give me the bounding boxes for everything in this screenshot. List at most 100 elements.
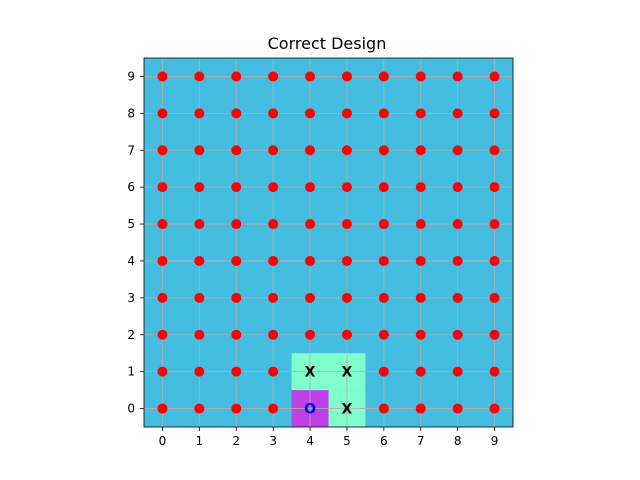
data-point-5-5: [341, 219, 352, 230]
data-point-2-5: [231, 219, 242, 230]
data-point-7-5: [415, 219, 426, 230]
data-point-6-0: [378, 403, 389, 414]
x-tick-label-8: 8: [454, 434, 462, 448]
data-point-2-0: [231, 403, 242, 414]
data-point-3-9: [268, 71, 279, 82]
data-point-1-5: [194, 219, 205, 230]
x-tick-label-9: 9: [491, 434, 499, 448]
y-tick-label-3: 3: [127, 291, 135, 305]
data-point-2-7: [231, 145, 242, 156]
data-point-9-7: [489, 145, 500, 156]
x-tick-label-4: 4: [306, 434, 314, 448]
data-point-2-3: [231, 292, 242, 303]
data-point-8-9: [452, 71, 463, 82]
data-point-7-0: [415, 403, 426, 414]
data-point-6-3: [378, 292, 389, 303]
y-tick-label-5: 5: [127, 217, 135, 231]
plot-frame: [143, 57, 514, 428]
data-point-6-7: [378, 145, 389, 156]
data-point-5-3: [341, 292, 352, 303]
data-point-6-5: [378, 219, 389, 230]
data-point-3-1: [268, 366, 279, 377]
cell-marker-5-0: X: [342, 402, 353, 418]
data-point-8-3: [452, 292, 463, 303]
axis-ticks: 0 1 2 3 4 5 6 7 8 9 0 1 2 3 4 5 6 7 8 9: [127, 69, 498, 448]
data-point-1-2: [194, 329, 205, 340]
data-point-0-0: [157, 403, 168, 414]
x-tick-label-0: 0: [159, 434, 167, 448]
data-point-2-8: [231, 108, 242, 119]
data-point-1-0: [194, 403, 205, 414]
data-point-1-4: [194, 255, 205, 266]
data-point-3-8: [268, 108, 279, 119]
data-point-1-8: [194, 108, 205, 119]
data-point-8-7: [452, 145, 463, 156]
x-tick-label-7: 7: [417, 434, 425, 448]
data-point-5-4: [341, 255, 352, 266]
data-point-3-7: [268, 145, 279, 156]
data-point-5-9: [341, 71, 352, 82]
data-point-6-1: [378, 366, 389, 377]
data-point-5-7: [341, 145, 352, 156]
cell-markers: O X X X: [304, 365, 352, 418]
data-point-1-6: [194, 182, 205, 193]
data-point-9-1: [489, 366, 500, 377]
data-point-2-6: [231, 182, 242, 193]
data-points: [157, 71, 500, 414]
x-tick-label-3: 3: [269, 434, 277, 448]
grid-lines: [144, 58, 513, 427]
data-point-7-3: [415, 292, 426, 303]
cell-marker-4-1: X: [305, 365, 316, 381]
data-point-4-3: [305, 292, 316, 303]
data-point-1-9: [194, 71, 205, 82]
y-tick-label-4: 4: [127, 254, 135, 268]
data-point-5-2: [341, 329, 352, 340]
y-tick-label-9: 9: [127, 69, 135, 83]
data-point-7-2: [415, 329, 426, 340]
data-point-7-9: [415, 71, 426, 82]
data-point-9-8: [489, 108, 500, 119]
data-point-4-2: [305, 329, 316, 340]
data-point-2-1: [231, 366, 242, 377]
data-point-9-3: [489, 292, 500, 303]
data-point-4-8: [305, 108, 316, 119]
data-point-0-2: [157, 329, 168, 340]
data-point-9-9: [489, 71, 500, 82]
chart-title: Correct Design: [268, 34, 387, 53]
data-point-1-3: [194, 292, 205, 303]
y-tick-label-8: 8: [127, 106, 135, 120]
data-point-2-9: [231, 71, 242, 82]
data-point-6-4: [378, 255, 389, 266]
y-tick-label-7: 7: [127, 143, 135, 157]
highlighted-cells: [291, 353, 366, 427]
y-tick-label-2: 2: [127, 328, 135, 342]
data-point-6-9: [378, 71, 389, 82]
data-point-3-0: [268, 403, 279, 414]
cell-marker-4-0: O: [304, 402, 316, 418]
data-point-0-3: [157, 292, 168, 303]
data-point-5-6: [341, 182, 352, 193]
data-point-3-6: [268, 182, 279, 193]
data-point-9-2: [489, 329, 500, 340]
data-point-4-7: [305, 145, 316, 156]
data-point-0-8: [157, 108, 168, 119]
data-point-9-0: [489, 403, 500, 414]
data-point-4-6: [305, 182, 316, 193]
x-tick-label-1: 1: [196, 434, 204, 448]
data-point-8-8: [452, 108, 463, 119]
y-tick-label-6: 6: [127, 180, 135, 194]
data-point-2-2: [231, 329, 242, 340]
data-point-8-2: [452, 329, 463, 340]
data-point-5-8: [341, 108, 352, 119]
data-point-0-9: [157, 71, 168, 82]
data-point-2-4: [231, 255, 242, 266]
x-tick-label-6: 6: [380, 434, 388, 448]
data-point-0-1: [157, 366, 168, 377]
data-point-6-2: [378, 329, 389, 340]
data-point-9-5: [489, 219, 500, 230]
data-point-9-6: [489, 182, 500, 193]
data-point-8-1: [452, 366, 463, 377]
data-point-7-1: [415, 366, 426, 377]
data-point-7-4: [415, 255, 426, 266]
